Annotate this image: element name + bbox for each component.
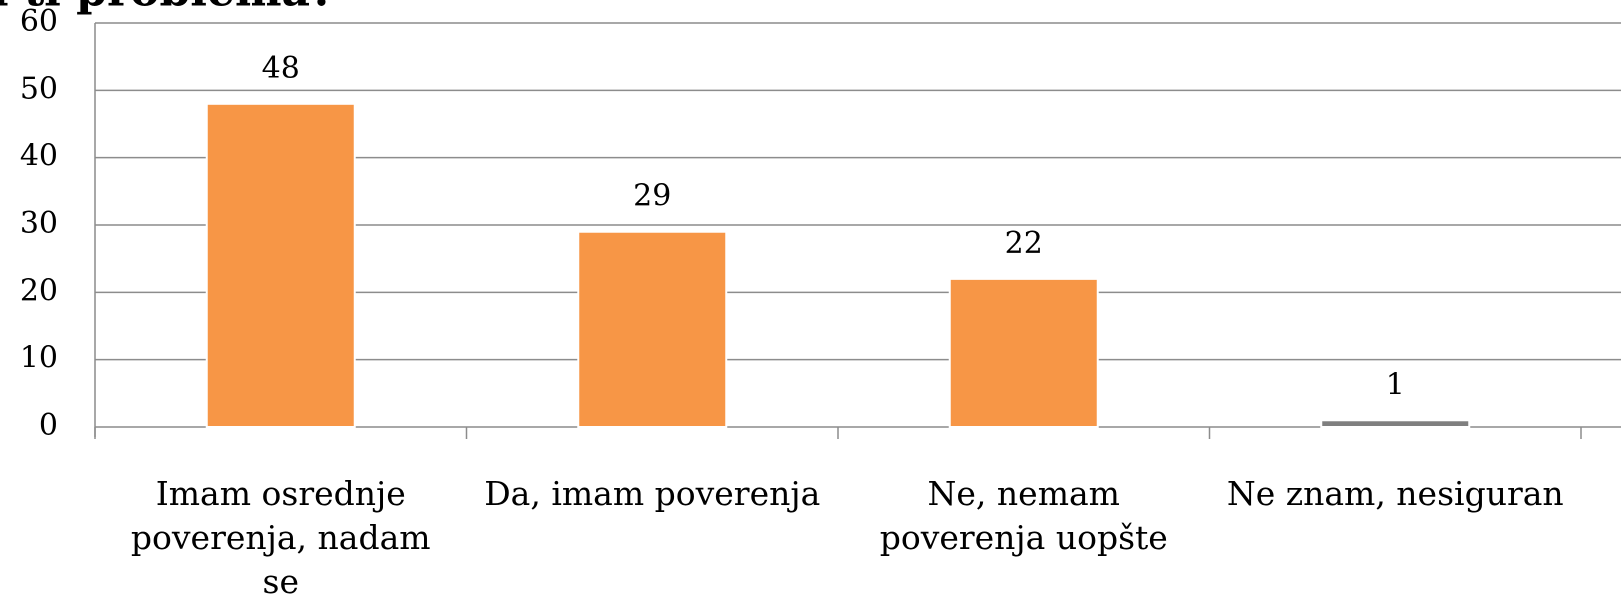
y-tick-label: 60 <box>20 4 58 39</box>
x-tick-label: Da, imam poverenja <box>484 474 821 513</box>
y-tick-label: 40 <box>20 139 58 174</box>
value-label: 1 <box>1386 367 1405 402</box>
y-tick-label: 10 <box>20 341 58 376</box>
bar <box>1320 419 1471 428</box>
y-tick-label: 20 <box>20 273 58 308</box>
value-label: 29 <box>633 179 671 214</box>
value-label: 22 <box>1005 226 1043 261</box>
chart: a ti problema? 0 10 20 30 40 50 60 48 29 22 1 <box>0 0 1621 443</box>
y-tick-label: 0 <box>39 408 58 443</box>
value-label: 48 <box>262 51 300 86</box>
chart-title: a ti problema? <box>0 0 336 17</box>
bar <box>205 102 356 429</box>
x-tick-label: Ne, nemam poverenja uopšte <box>879 474 1168 557</box>
bar <box>948 277 1099 428</box>
y-tick-label: 30 <box>20 206 58 241</box>
x-tick-label: Imam osrednje poverenja, nadam se <box>130 474 431 601</box>
bar <box>577 230 728 428</box>
y-tick-label: 50 <box>20 71 58 106</box>
x-tick-label: Ne znam, nesiguran <box>1226 474 1564 513</box>
